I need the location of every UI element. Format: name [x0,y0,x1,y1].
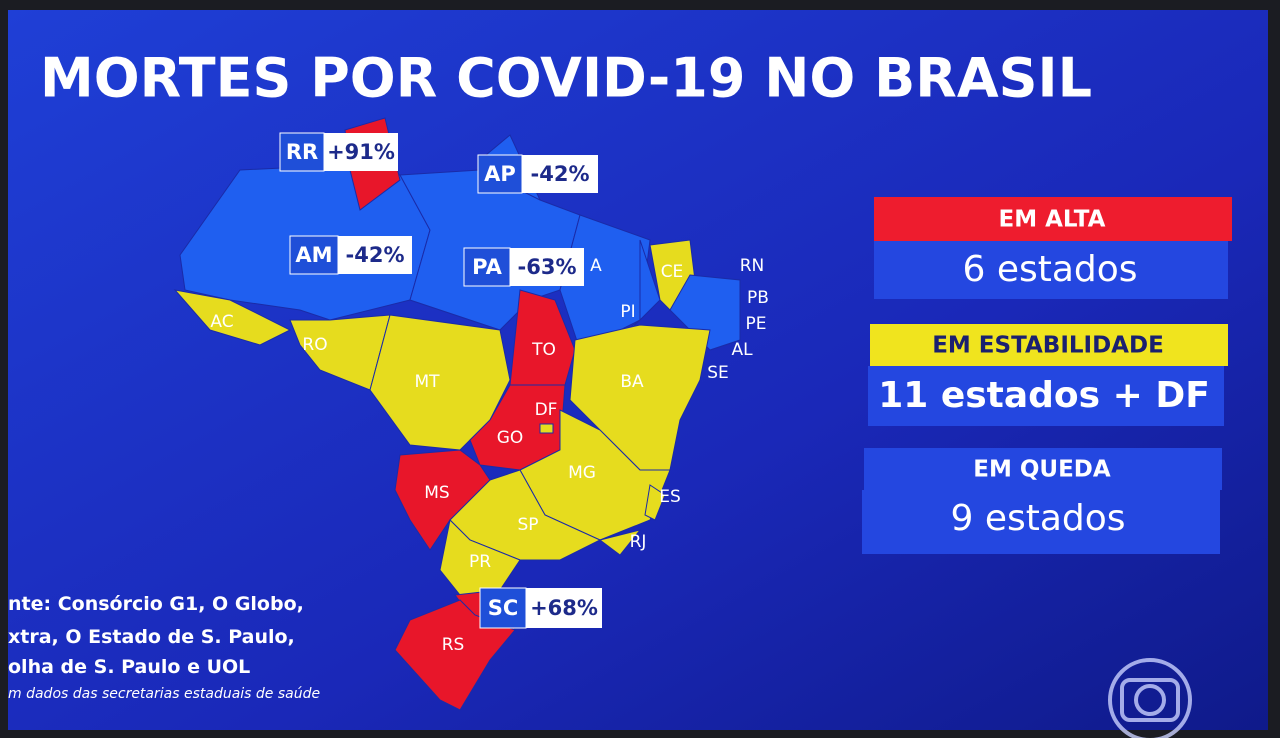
state-label: DF [535,400,558,420]
summary-label: EM QUEDA [973,457,1111,483]
state-label: ES [659,487,681,507]
state-label: RN [740,256,765,276]
summary-header [870,324,1228,366]
callout-state: AM [295,243,332,267]
summary-count: 6 estados [962,249,1137,290]
callout-value-box [522,155,598,193]
state-es [644,484,666,521]
state-label: AL [731,340,753,360]
state-label: MT [414,372,440,392]
callout: SC +68% [479,587,602,629]
callout: RR +91% [279,132,398,172]
callout: AP -42% [477,154,598,194]
callout-state: PA [472,255,502,279]
summary-count: 11 estados + DF [878,375,1210,416]
callout-change: -42% [346,243,405,267]
state-label: PE [746,314,767,334]
callout-value-box [338,236,412,274]
summary-header [864,448,1222,490]
state-label: PB [747,288,769,308]
state-ne [669,274,741,351]
callout-code-box [289,235,339,275]
state-label: RS [442,635,465,655]
summary-label: EM ESTABILIDADE [932,333,1164,359]
summary-body [862,490,1220,554]
source-line: olha de S. Paulo e UOL [8,656,250,678]
callout-value-box [526,588,602,628]
source-line: xtra, O Estado de S. Paulo, [8,626,295,648]
state-ac [173,289,292,346]
state-ba [569,324,711,471]
summary-count: 9 estados [950,498,1125,539]
summary-label: EM ALTA [999,207,1106,233]
source-line: m dados das secretarias estaduais de saú… [8,686,320,702]
source-line: nte: Consórcio G1, O Globo, [8,593,304,615]
state-label: SP [517,515,538,535]
summary-body [874,241,1228,299]
callout-change: -42% [531,162,590,186]
summary-header [874,197,1232,241]
state-label: AC [210,312,233,332]
state-label: MG [568,463,596,483]
state-label: RJ [630,532,647,552]
state-label: MS [424,483,449,503]
state-label: TO [531,340,556,360]
state-label: RO [302,335,327,355]
callout-code-box [279,132,325,172]
state-df [539,423,554,434]
state-label: CE [661,262,684,282]
callout-change: +91% [327,140,395,164]
state-label: PI [620,302,635,322]
callout-state: SC [488,596,519,620]
source: nte: Consórcio G1, O Globo, xtra, O Esta… [8,593,320,702]
network-logo [1108,658,1192,738]
callout-value-box [324,133,398,171]
callout-code-box [479,587,527,629]
state-rj [598,529,642,556]
callout: PA -63% [463,247,584,287]
callouts: RR +91% AP -42% AM -42% PA -63% SC +68% [279,132,602,629]
state-labels: AC RO MT TO DF GO MS MG SP PR RS BA PI C… [210,256,769,655]
callout-state: AP [484,162,516,186]
callout-state: RR [286,140,318,164]
summary: EM ALTA 6 estados EM ESTABILIDADE 11 est… [862,197,1232,554]
summary-body [868,366,1224,426]
callout-value-box [510,248,584,286]
callout-change: -63% [518,255,577,279]
state-label: BA [620,372,644,392]
state-label: A [590,256,602,276]
state-mg [519,409,671,541]
state-go [469,384,566,471]
state-label: PR [469,552,491,572]
callout-change: +68% [530,596,598,620]
state-label: GO [497,428,524,448]
callout: AM -42% [289,235,412,275]
title: MORTES POR COVID-19 NO BRASIL [40,47,1092,110]
state-label: SE [707,363,729,383]
